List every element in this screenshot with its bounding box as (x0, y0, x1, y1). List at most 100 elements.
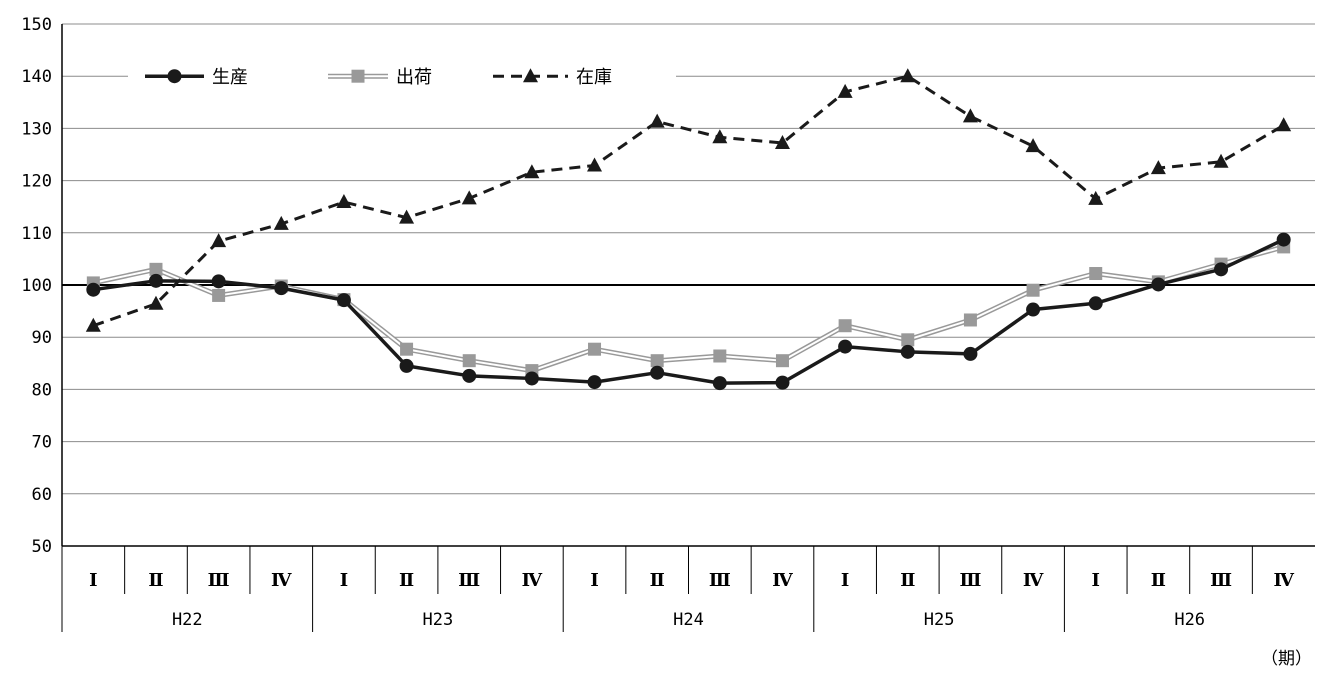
data-point-marker (587, 375, 602, 390)
x-category-label: Ⅳ (772, 570, 793, 591)
x-category-label: Ⅱ (148, 570, 163, 591)
data-point-marker (86, 282, 101, 297)
gridlines (62, 23, 1315, 495)
data-point-marker (837, 83, 853, 98)
data-point-marker (273, 215, 289, 230)
data-point-marker (1213, 153, 1229, 168)
x-group-label: H22 (172, 610, 203, 630)
data-point-marker (1026, 283, 1040, 297)
x-category-label: Ⅲ (1210, 570, 1232, 591)
x-category-label: Ⅱ (650, 570, 665, 591)
series-line-inner (93, 245, 1284, 372)
data-point-marker (336, 293, 351, 308)
x-category-label: Ⅱ (399, 570, 414, 591)
series-inventory (85, 68, 1292, 332)
data-point-marker (336, 194, 352, 209)
data-point-marker (149, 262, 163, 276)
series-layer (85, 68, 1292, 391)
legend-background (128, 62, 676, 91)
x-group-label: H26 (1174, 610, 1205, 630)
data-point-marker (462, 368, 477, 383)
data-point-marker (523, 68, 538, 83)
series-line (92, 74, 1285, 328)
x-axis: Ⅰ Ⅱ Ⅲ Ⅳ Ⅰ Ⅱ Ⅲ Ⅳ Ⅰ Ⅱ Ⅲ Ⅳ Ⅰ Ⅱ Ⅲ Ⅳ Ⅰ Ⅱ Ⅲ Ⅳ H22 H23 H24 H25 H26 (61, 545, 1315, 632)
data-point-marker (1151, 277, 1166, 292)
data-point-marker (148, 273, 163, 288)
x-category-label: Ⅰ (1092, 570, 1100, 591)
x-category-label: Ⅳ (271, 570, 292, 591)
legend-item: 在庫 (493, 67, 612, 88)
y-tick-label: 150 (21, 15, 52, 35)
series-line (92, 244, 1285, 374)
data-point-marker (85, 317, 101, 332)
data-point-marker (1089, 267, 1103, 281)
legend-label: 在庫 (576, 67, 612, 88)
x-unit-label: （期） (1261, 649, 1312, 669)
y-tick-label: 130 (21, 119, 52, 139)
y-tick-label: 60 (32, 485, 52, 505)
data-point-marker (588, 342, 602, 356)
data-point-marker (399, 358, 414, 373)
data-point-marker (962, 108, 978, 123)
x-group-label: H25 (924, 610, 955, 630)
data-point-marker (274, 281, 289, 296)
legend: 生産 出荷 在庫 (128, 62, 676, 91)
y-tick-label: 120 (21, 172, 52, 192)
data-point-marker (400, 342, 414, 356)
data-point-marker (462, 354, 476, 368)
data-point-marker (774, 135, 790, 150)
series-line (93, 238, 1285, 385)
data-point-marker (399, 209, 415, 224)
x-category-label: Ⅰ (590, 570, 598, 591)
x-category-label: Ⅱ (1151, 570, 1166, 591)
y-tick-label: 140 (21, 67, 52, 87)
data-point-marker (838, 319, 852, 333)
series-shipment (86, 240, 1291, 378)
x-category-label: Ⅰ (89, 570, 97, 591)
x-category-label: Ⅱ (900, 570, 915, 591)
data-point-marker (167, 69, 182, 84)
data-point-marker (1150, 160, 1166, 175)
data-point-marker (963, 346, 978, 361)
data-point-marker (1088, 190, 1104, 205)
x-category-label: Ⅲ (959, 570, 981, 591)
data-point-marker (650, 354, 664, 368)
data-point-marker (1088, 296, 1103, 311)
data-point-marker (1214, 262, 1229, 277)
data-point-marker (351, 69, 365, 83)
data-point-marker (524, 164, 540, 179)
data-point-marker (901, 333, 915, 347)
data-point-marker (775, 375, 790, 390)
data-point-marker (712, 376, 727, 391)
x-group-label: H23 (423, 610, 454, 630)
data-point-marker (211, 233, 227, 248)
data-point-marker (1276, 232, 1291, 247)
data-point-marker (900, 344, 915, 359)
data-point-marker (649, 113, 665, 128)
y-axis: 50 60 70 80 90 100 110 120 130 140 150 (21, 15, 63, 557)
data-point-marker (713, 349, 727, 363)
y-tick-label: 50 (32, 537, 52, 557)
data-point-marker (1026, 302, 1041, 317)
data-point-marker (211, 274, 226, 289)
legend-label: 生産 (212, 67, 248, 88)
data-point-marker (587, 157, 603, 172)
legend-item: 出荷 (328, 67, 432, 88)
x-group-label: H24 (673, 610, 704, 630)
data-point-marker (461, 190, 477, 205)
data-point-marker (1276, 117, 1292, 132)
y-tick-label: 70 (32, 433, 52, 453)
series-production (86, 232, 1291, 391)
x-category-label: Ⅰ (340, 570, 348, 591)
data-point-marker (775, 354, 789, 368)
x-category-label: Ⅲ (709, 570, 731, 591)
data-point-marker (148, 295, 164, 310)
data-point-marker (650, 365, 665, 380)
y-tick-label: 110 (21, 224, 52, 244)
y-tick-label: 80 (32, 380, 52, 400)
data-point-marker (838, 339, 853, 354)
data-point-marker (524, 371, 539, 386)
x-category-label: Ⅳ (522, 570, 543, 591)
data-point-marker (900, 68, 916, 83)
